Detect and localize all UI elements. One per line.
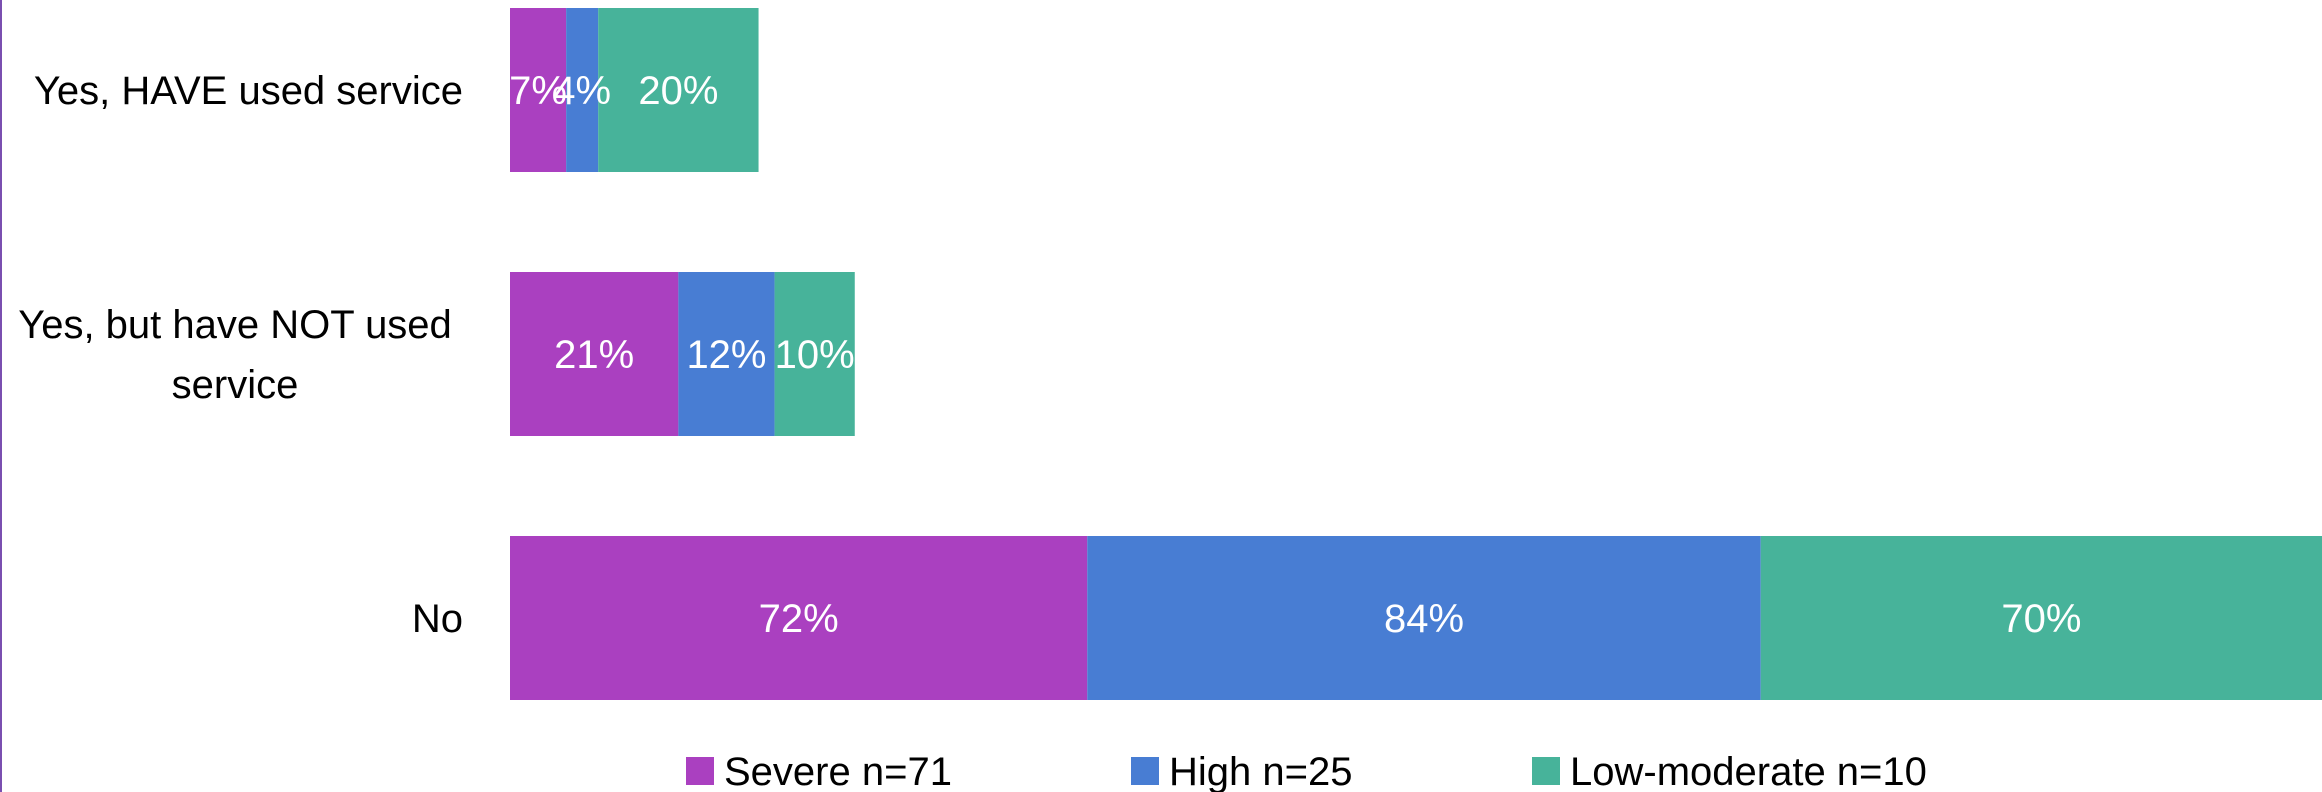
data-label-1-0: 21%: [554, 333, 634, 377]
left-edge-divider: [0, 0, 2, 792]
legend-swatch-1: [1131, 757, 1159, 785]
data-label-2-0: 72%: [759, 597, 839, 641]
bar-0-2: [598, 8, 759, 172]
legend-swatch-0: [686, 757, 714, 785]
data-label-0-0: 7%: [509, 69, 567, 113]
bar-2-0: [510, 536, 1088, 700]
legend-label-2: Low-moderate n=10: [1570, 750, 1927, 792]
bar-1-2: [774, 272, 855, 436]
legend: Severe n=71 High n=25 Low-moderate n=10: [686, 750, 1927, 792]
data-label-1-1: 12%: [686, 333, 766, 377]
bar-2-2: [1760, 536, 2322, 700]
category-label-0: Yes, HAVE used service: [34, 69, 463, 113]
bar-1-1: [678, 272, 775, 436]
data-label-2-2: 70%: [2001, 597, 2081, 641]
category-label-1: Yes, but have NOT used service: [18, 303, 452, 407]
bars-layer: [510, 8, 2322, 700]
data-label-0-1: 4%: [553, 69, 611, 113]
data-label-0-2: 20%: [638, 69, 718, 113]
bar-0-1: [566, 8, 599, 172]
legend-label-0: Severe n=71: [724, 750, 952, 792]
category-label-2: No: [412, 597, 463, 641]
legend-swatch-2: [1532, 757, 1560, 785]
legend-label-1: High n=25: [1169, 750, 1352, 792]
bar-1-0: [510, 272, 679, 436]
data-label-2-1: 84%: [1384, 597, 1464, 641]
category-labels-layer: Yes, HAVE used service Yes, but have NOT …: [18, 69, 463, 641]
bar-2-1: [1087, 536, 1761, 700]
bar-0-0: [510, 8, 567, 172]
data-label-1-2: 10%: [775, 333, 855, 377]
bar-labels-layer: 7%4% 20% 21% 12% 10% 72% 84% 70%: [509, 69, 2081, 641]
